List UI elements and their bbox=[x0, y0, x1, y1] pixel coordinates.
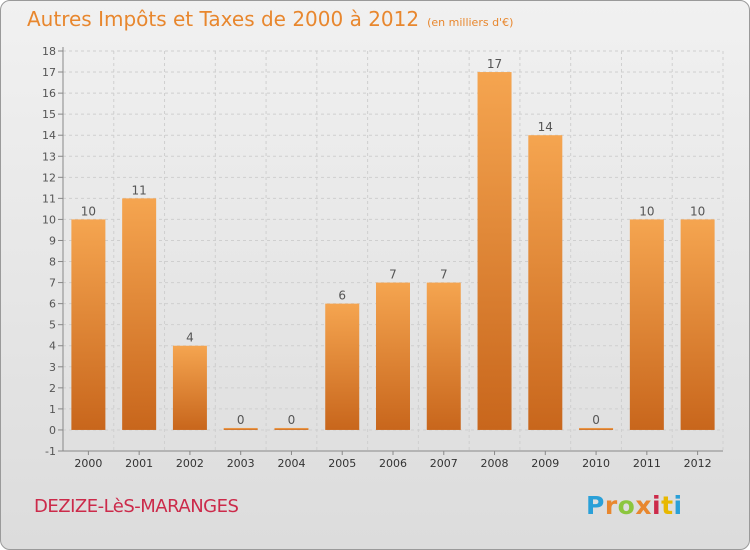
y-tick-label: 4 bbox=[49, 340, 56, 353]
y-tick-label: 13 bbox=[42, 150, 56, 163]
chart-title: Autres Impôts et Taxes de 2000 à 2012 (en… bbox=[27, 7, 513, 31]
y-tick-label: 11 bbox=[42, 192, 56, 205]
x-tick-label: 2012 bbox=[684, 457, 712, 470]
bar bbox=[629, 219, 664, 430]
logo-letter: r bbox=[604, 491, 618, 520]
x-tick-label: 2007 bbox=[430, 457, 458, 470]
data-label: 0 bbox=[237, 413, 245, 427]
x-tick-label: 2008 bbox=[481, 457, 509, 470]
bar bbox=[223, 427, 258, 430]
x-tick-label: 2006 bbox=[379, 457, 407, 470]
y-tick-label: 15 bbox=[42, 108, 56, 121]
x-tick-label: 2003 bbox=[227, 457, 255, 470]
y-tick-label: 5 bbox=[49, 319, 56, 332]
x-tick-label: 2010 bbox=[582, 457, 610, 470]
bar bbox=[172, 345, 207, 430]
data-label: 0 bbox=[592, 413, 600, 427]
logo-letter: t bbox=[661, 491, 674, 520]
data-label: 11 bbox=[132, 183, 147, 197]
bar bbox=[528, 135, 563, 430]
data-label: 4 bbox=[186, 331, 194, 345]
y-tick-label: 9 bbox=[49, 234, 56, 247]
data-label: 7 bbox=[389, 268, 397, 282]
x-tick-label: 2004 bbox=[277, 457, 305, 470]
x-tick-label: 2009 bbox=[531, 457, 559, 470]
bar bbox=[579, 427, 614, 430]
y-tick-label: 2 bbox=[49, 382, 56, 395]
y-tick-label: 1 bbox=[49, 403, 56, 416]
bar bbox=[680, 219, 715, 430]
logo-letter: o bbox=[617, 491, 636, 520]
y-tick-label: -1 bbox=[45, 445, 56, 458]
bar bbox=[426, 282, 461, 430]
data-label: 6 bbox=[338, 289, 346, 303]
logo-letter: i bbox=[673, 491, 683, 520]
y-tick-label: 12 bbox=[42, 171, 56, 184]
proxiti-logo: Proxiti bbox=[586, 491, 683, 520]
y-tick-label: 0 bbox=[49, 424, 56, 437]
chart-subtitle: (en milliers d'€) bbox=[427, 16, 514, 29]
bar bbox=[477, 72, 512, 430]
y-tick-label: 7 bbox=[49, 277, 56, 290]
data-label: 17 bbox=[487, 57, 502, 71]
bar bbox=[71, 219, 106, 430]
logo-letter: x bbox=[635, 491, 652, 520]
data-label: 10 bbox=[81, 204, 96, 218]
y-tick-label: 10 bbox=[42, 213, 56, 226]
y-tick-label: 16 bbox=[42, 87, 56, 100]
y-tick-label: 14 bbox=[42, 129, 56, 142]
data-label: 14 bbox=[538, 120, 553, 134]
location-name: DEZIZE-LèS-MARANGES bbox=[34, 496, 239, 517]
x-tick-label: 2005 bbox=[328, 457, 356, 470]
data-label: 0 bbox=[288, 413, 296, 427]
logo-letter: P bbox=[586, 491, 605, 520]
bar bbox=[376, 282, 410, 430]
x-tick-label: 2002 bbox=[176, 457, 204, 470]
chart-title-text: Autres Impôts et Taxes de 2000 à 2012 bbox=[27, 7, 420, 31]
bar bbox=[325, 303, 360, 430]
y-tick-label: 3 bbox=[49, 361, 56, 374]
y-tick-label: 18 bbox=[42, 45, 56, 58]
x-tick-label: 2001 bbox=[125, 457, 153, 470]
y-tick-label: 6 bbox=[49, 298, 56, 311]
y-tick-label: 8 bbox=[49, 256, 56, 269]
data-label: 7 bbox=[440, 268, 448, 282]
data-label: 10 bbox=[690, 204, 705, 218]
bar bbox=[274, 427, 309, 430]
x-tick-label: 2000 bbox=[74, 457, 102, 470]
x-tick-label: 2011 bbox=[633, 457, 661, 470]
logo-letter: i bbox=[652, 491, 662, 520]
data-label: 10 bbox=[639, 204, 654, 218]
y-tick-label: 17 bbox=[42, 66, 56, 79]
bar bbox=[122, 198, 157, 430]
